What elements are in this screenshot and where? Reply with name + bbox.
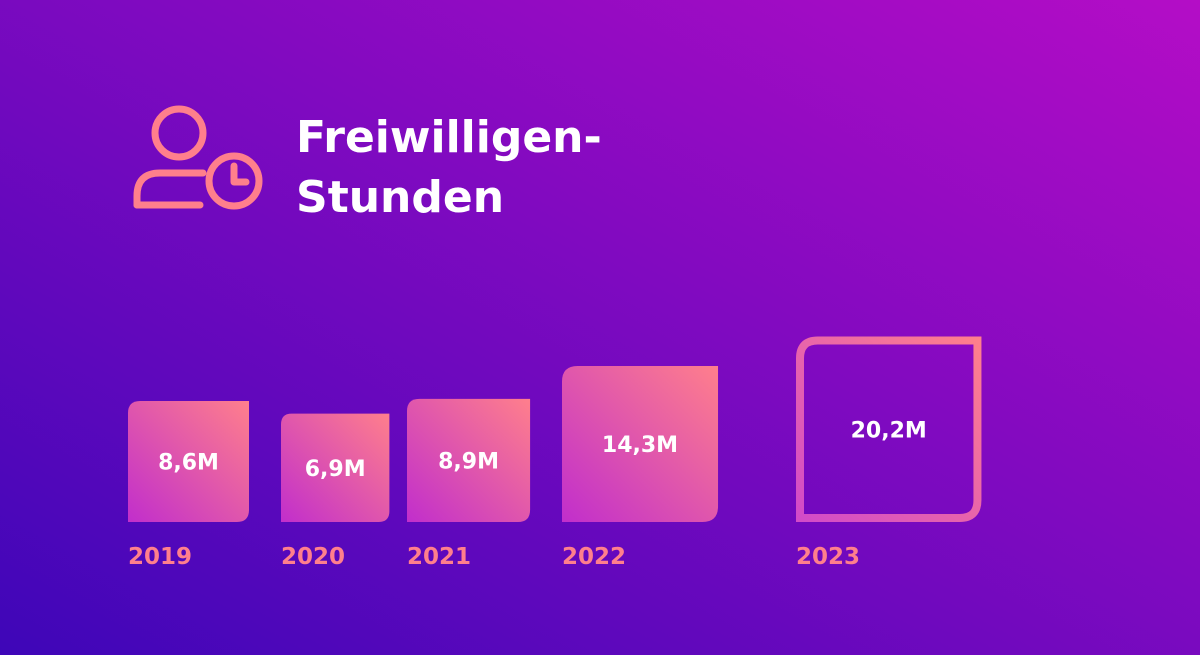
value-label-2020: 6,9M bbox=[305, 457, 366, 482]
bar-2020 bbox=[281, 413, 390, 522]
page-title-line-2: Stunden bbox=[296, 172, 504, 223]
category-label-2023: 2023 bbox=[796, 544, 860, 570]
person-body-icon bbox=[133, 169, 207, 209]
category-label-2019: 2019 bbox=[128, 544, 192, 570]
category-label-2021: 2021 bbox=[407, 544, 471, 570]
category-label-2022: 2022 bbox=[562, 544, 626, 570]
value-label-2022: 14,3M bbox=[602, 433, 678, 458]
person-head-icon bbox=[151, 105, 207, 161]
bar-group: 8,6M 2019 6,9M 2020 8,9M 2021 14,3M 2022 20,2M 20… bbox=[128, 336, 982, 570]
category-label-2020: 2020 bbox=[281, 544, 345, 570]
user-clock-icon bbox=[133, 105, 263, 210]
bar-2022 bbox=[562, 365, 719, 522]
page-title-line-1: Freiwilligen- bbox=[296, 112, 602, 163]
bar-2021 bbox=[407, 398, 531, 522]
clock-icon bbox=[205, 152, 263, 210]
value-label-2023: 20,2M bbox=[851, 418, 927, 443]
value-label-2019: 8,6M bbox=[158, 451, 219, 476]
value-label-2021: 8,9M bbox=[438, 449, 499, 474]
clock-hands-icon bbox=[230, 162, 250, 186]
bar-2023 bbox=[796, 336, 982, 522]
bar-2019 bbox=[128, 401, 249, 522]
